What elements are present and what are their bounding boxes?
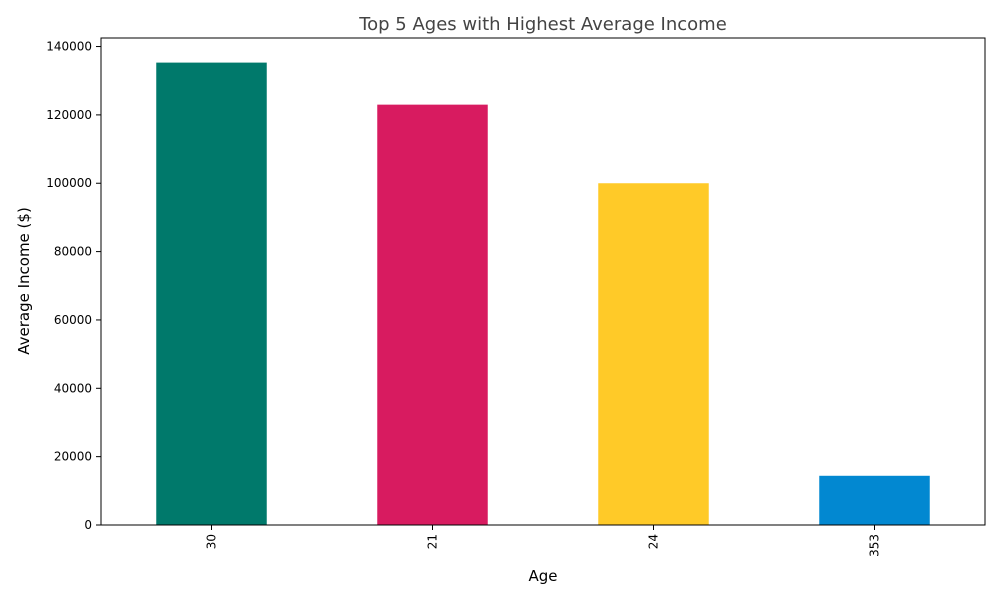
y-axis: 0 20000 40000 60000 80000 100000 120000 140000 [46, 40, 101, 532]
x-tick-label: 30 [205, 534, 219, 549]
y-tick-label: 60000 [54, 313, 92, 327]
y-tick-label: 80000 [54, 245, 92, 259]
plot-frame [100, 37, 986, 526]
x-axis: 30 21 24 353 [205, 525, 882, 557]
y-tick-label: 0 [84, 518, 92, 532]
bar-30 [156, 62, 267, 525]
x-tick-label: 24 [647, 534, 661, 549]
y-tick-label: 140000 [46, 40, 92, 54]
y-axis-label: Average Income ($) [15, 207, 33, 355]
x-axis-label: Age [528, 567, 557, 585]
x-tick-label: 353 [868, 534, 882, 557]
bar-21 [377, 104, 488, 526]
x-tick-label: 21 [426, 534, 440, 549]
bars-layer [156, 62, 930, 526]
y-tick-label: 100000 [46, 176, 92, 190]
bar-353 [819, 475, 930, 525]
y-tick-label: 120000 [46, 108, 92, 122]
chart-title: Top 5 Ages with Highest Average Income [358, 14, 727, 35]
y-tick-label: 40000 [54, 381, 92, 395]
bar-24 [598, 183, 709, 526]
y-tick-label: 20000 [54, 450, 92, 464]
